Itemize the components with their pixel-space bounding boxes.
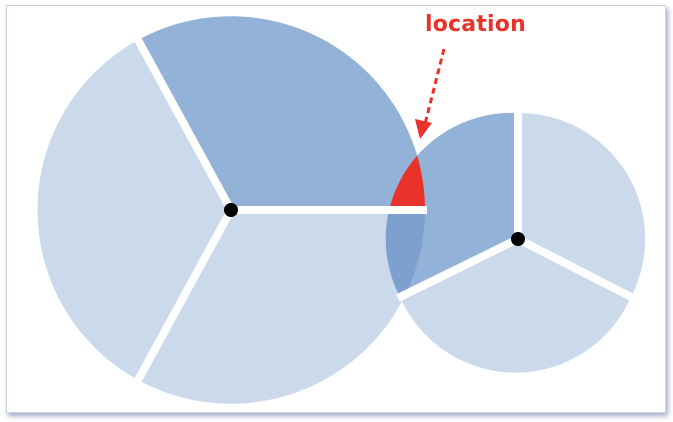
location-label: location: [425, 12, 526, 37]
large-circle-lower-sector: [138, 210, 425, 404]
diagram-frame: location: [6, 5, 666, 413]
overlapping-sectors-diagram: [37, 16, 646, 404]
small-circle-center-point: [511, 232, 525, 246]
small-separator-lower: [396, 235, 520, 302]
large-separator-upper: [133, 36, 235, 212]
large-circle-center-point: [224, 203, 238, 217]
large-separator-lower: [133, 208, 235, 384]
sector-separators: [133, 36, 635, 384]
large-circle-upper-sector: [138, 16, 425, 211]
callout-arrow: [415, 48, 446, 139]
small-separator-right: [516, 235, 635, 302]
